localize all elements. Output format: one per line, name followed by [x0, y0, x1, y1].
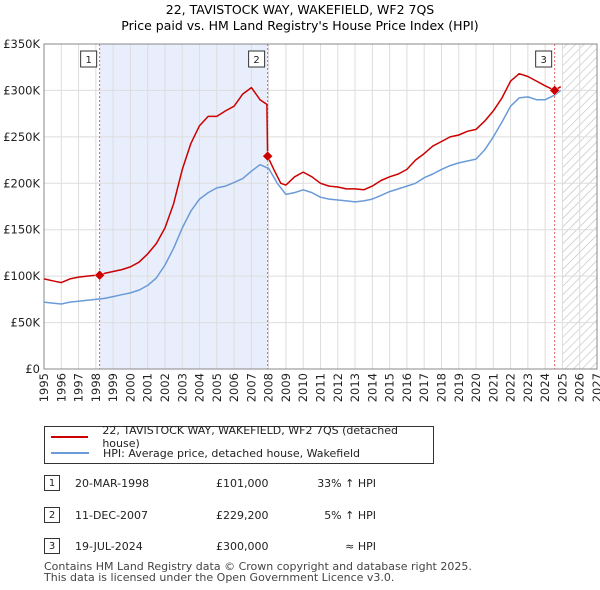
y-tick-label: £200K — [3, 176, 40, 190]
x-tick-label: 2016 — [400, 373, 414, 402]
x-tick-label: 2011 — [314, 373, 328, 402]
sale-date: 11-DEC-2007 — [75, 508, 149, 522]
x-tick-label: 2018 — [434, 373, 448, 402]
legend-swatch-property — [51, 436, 89, 438]
legend: 22, TAVISTOCK WAY, WAKEFIELD, WF2 7QS (d… — [44, 424, 434, 464]
x-tick-label: 2026 — [573, 373, 587, 402]
x-tick-label: 2000 — [123, 373, 137, 402]
x-tick-label: 2015 — [383, 373, 397, 402]
x-tick-label: 2027 — [590, 373, 600, 402]
x-tick-label: 2022 — [504, 373, 518, 402]
x-tick-label: 2021 — [486, 373, 500, 402]
footer-copyright: Contains HM Land Registry data © Crown c… — [44, 560, 472, 573]
sale-date: 20-MAR-1998 — [75, 476, 150, 490]
x-tick-label: 2025 — [555, 373, 569, 402]
x-tick-label: 2013 — [348, 373, 362, 402]
x-tick-label: 1999 — [106, 373, 120, 402]
x-tick-label: 2019 — [452, 373, 466, 402]
sale-point-marker — [549, 85, 561, 96]
y-tick-label: £350K — [3, 37, 40, 51]
y-tick-label: £100K — [3, 269, 40, 283]
y-tick-label: £250K — [3, 130, 40, 144]
sale-price: £101,000 — [216, 476, 269, 490]
x-tick-label: 2010 — [296, 373, 310, 402]
x-tick-label: 2002 — [158, 373, 172, 402]
x-tick-label: 2023 — [521, 373, 535, 402]
sales-table-row: 3 19-JUL-2024 £300,000 ≈ HPI — [44, 537, 444, 555]
x-tick-label: 2024 — [538, 373, 552, 402]
legend-label-property: 22, TAVISTOCK WAY, WAKEFIELD, WF2 7QS (d… — [102, 424, 398, 450]
sale-label: 1 — [85, 55, 91, 66]
sale-point-marker — [262, 150, 273, 162]
x-tick-label: 2003 — [175, 373, 189, 402]
y-tick-label: £50K — [11, 316, 41, 330]
sale-number-badge: 1 — [44, 475, 60, 491]
y-tick-label: £150K — [3, 223, 40, 237]
x-tick-label: 1996 — [54, 373, 68, 402]
y-tick-label: £0 — [25, 362, 40, 376]
chart-subtitle: Price paid vs. HM Land Registry's House … — [121, 18, 478, 33]
sale-label-box — [80, 50, 98, 68]
x-tick-label: 1995 — [37, 373, 51, 402]
x-tick-label: 2001 — [141, 373, 155, 402]
x-tick-label: 1998 — [89, 373, 103, 402]
sale-hpi-diff: 33% ↑ HPI — [317, 476, 376, 490]
series-line-property — [43, 72, 562, 284]
x-tick-label: 2004 — [193, 373, 207, 402]
sale-point-marker — [94, 269, 105, 281]
legend-label-hpi: HPI: Average price, detached house, Wake… — [103, 446, 361, 460]
sale-price: £229,200 — [216, 508, 269, 522]
ownership-shade — [99, 44, 268, 369]
sale-date: 19-JUL-2024 — [75, 539, 143, 553]
sale-price: £300,000 — [216, 539, 269, 553]
legend-item-hpi: HPI: Average price, detached house, Wake… — [51, 445, 360, 461]
price-chart: 22, TAVISTOCK WAY, WAKEFIELD, WF2 7QS Pr… — [3, 2, 600, 402]
sales-table-row: 1 20-MAR-1998 £101,000 33% ↑ HPI — [44, 474, 444, 492]
sale-label-box — [535, 50, 553, 68]
x-tick-label: 2005 — [210, 373, 224, 402]
sale-label: 2 — [253, 55, 259, 66]
plot-frame — [43, 43, 598, 370]
footer-license: This data is licensed under the Open Gov… — [44, 571, 395, 584]
sale-number-badge: 3 — [44, 538, 60, 554]
sale-label: 3 — [540, 55, 546, 66]
x-tick-label: 2014 — [365, 373, 379, 402]
x-tick-label: 2020 — [469, 373, 483, 402]
legend-item-property: 22, TAVISTOCK WAY, WAKEFIELD, WF2 7QS (d… — [51, 424, 433, 450]
sale-number-badge: 2 — [44, 507, 60, 523]
footer: Contains HM Land Registry data © Crown c… — [44, 561, 472, 583]
x-tick-label: 1997 — [72, 373, 86, 402]
x-tick-label: 2007 — [244, 373, 258, 402]
chart-title: 22, TAVISTOCK WAY, WAKEFIELD, WF2 7QS — [166, 2, 435, 17]
x-tick-label: 2012 — [331, 373, 345, 402]
legend-swatch-hpi — [51, 452, 89, 454]
x-tick-label: 2006 — [227, 373, 241, 402]
x-tick-label: 2008 — [262, 373, 276, 402]
plot-area: £0 £50K £100K £150K £200K £250K £300K £350K 1995… — [3, 37, 600, 402]
sales-table-row: 2 11-DEC-2007 £229,200 5% ↑ HPI — [44, 506, 444, 524]
x-tick-label: 2009 — [279, 373, 293, 402]
sale-label-box — [248, 50, 266, 68]
sale-hpi-diff: ≈ HPI — [345, 539, 376, 553]
sale-hpi-diff: 5% ↑ HPI — [324, 508, 376, 522]
x-tick-label: 2017 — [417, 373, 431, 402]
series-line-hpi — [43, 89, 562, 305]
y-tick-label: £300K — [3, 83, 40, 97]
